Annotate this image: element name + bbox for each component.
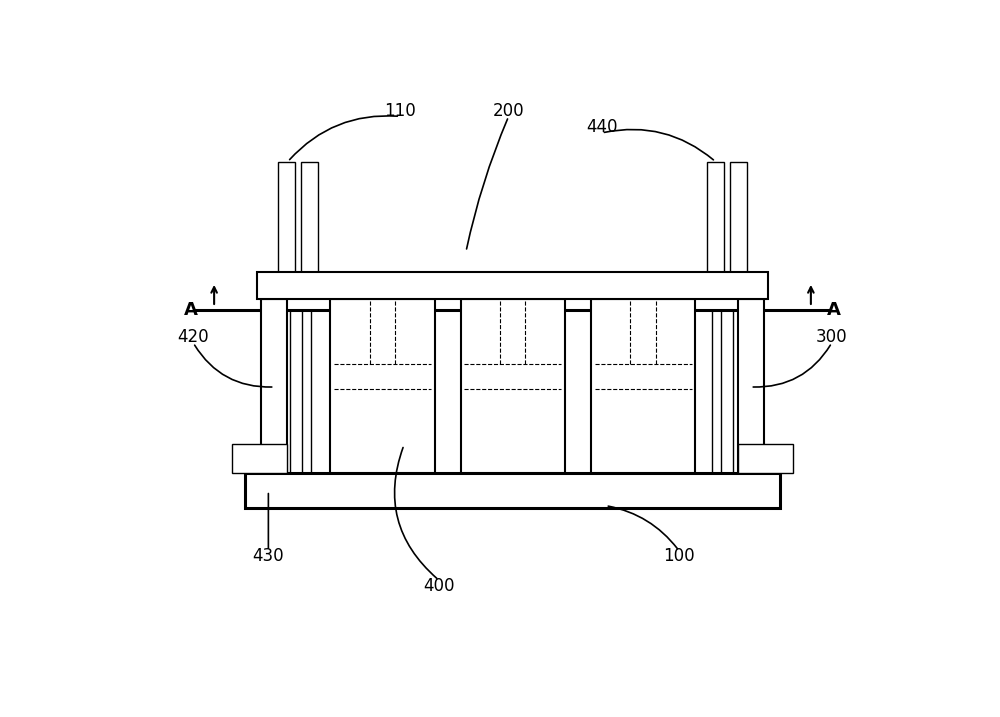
Bar bbox=[232, 444, 287, 473]
Text: 110: 110 bbox=[384, 102, 416, 120]
Text: A: A bbox=[827, 300, 841, 318]
Text: 100: 100 bbox=[663, 547, 695, 566]
Bar bbox=[730, 161, 747, 272]
Bar bbox=[278, 161, 295, 272]
Bar bbox=[301, 161, 318, 272]
Bar bbox=[738, 298, 764, 473]
Text: 420: 420 bbox=[177, 328, 209, 346]
Bar bbox=[738, 444, 793, 473]
Text: 440: 440 bbox=[586, 118, 617, 136]
Text: 300: 300 bbox=[816, 328, 848, 346]
Bar bbox=[591, 298, 695, 473]
Text: 430: 430 bbox=[253, 547, 284, 566]
Bar bbox=[245, 473, 780, 508]
Text: 400: 400 bbox=[423, 576, 455, 594]
Bar bbox=[707, 161, 724, 272]
Bar bbox=[461, 298, 565, 473]
Text: A: A bbox=[184, 300, 198, 318]
Bar bbox=[330, 298, 435, 473]
Bar bbox=[257, 272, 768, 298]
Bar bbox=[261, 298, 287, 473]
Text: 200: 200 bbox=[493, 102, 524, 120]
